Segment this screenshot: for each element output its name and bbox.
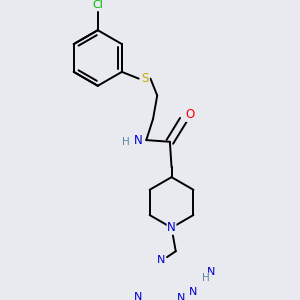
Text: H: H (122, 137, 130, 147)
Text: N: N (188, 287, 197, 297)
Text: N: N (207, 267, 215, 277)
Text: O: O (185, 108, 195, 121)
Text: H: H (202, 273, 210, 283)
Text: N: N (157, 255, 166, 265)
Text: N: N (167, 221, 176, 234)
Text: S: S (142, 72, 149, 85)
Text: N: N (177, 293, 185, 300)
Text: Cl: Cl (92, 0, 103, 10)
Text: N: N (134, 292, 142, 300)
Text: N: N (134, 134, 142, 147)
